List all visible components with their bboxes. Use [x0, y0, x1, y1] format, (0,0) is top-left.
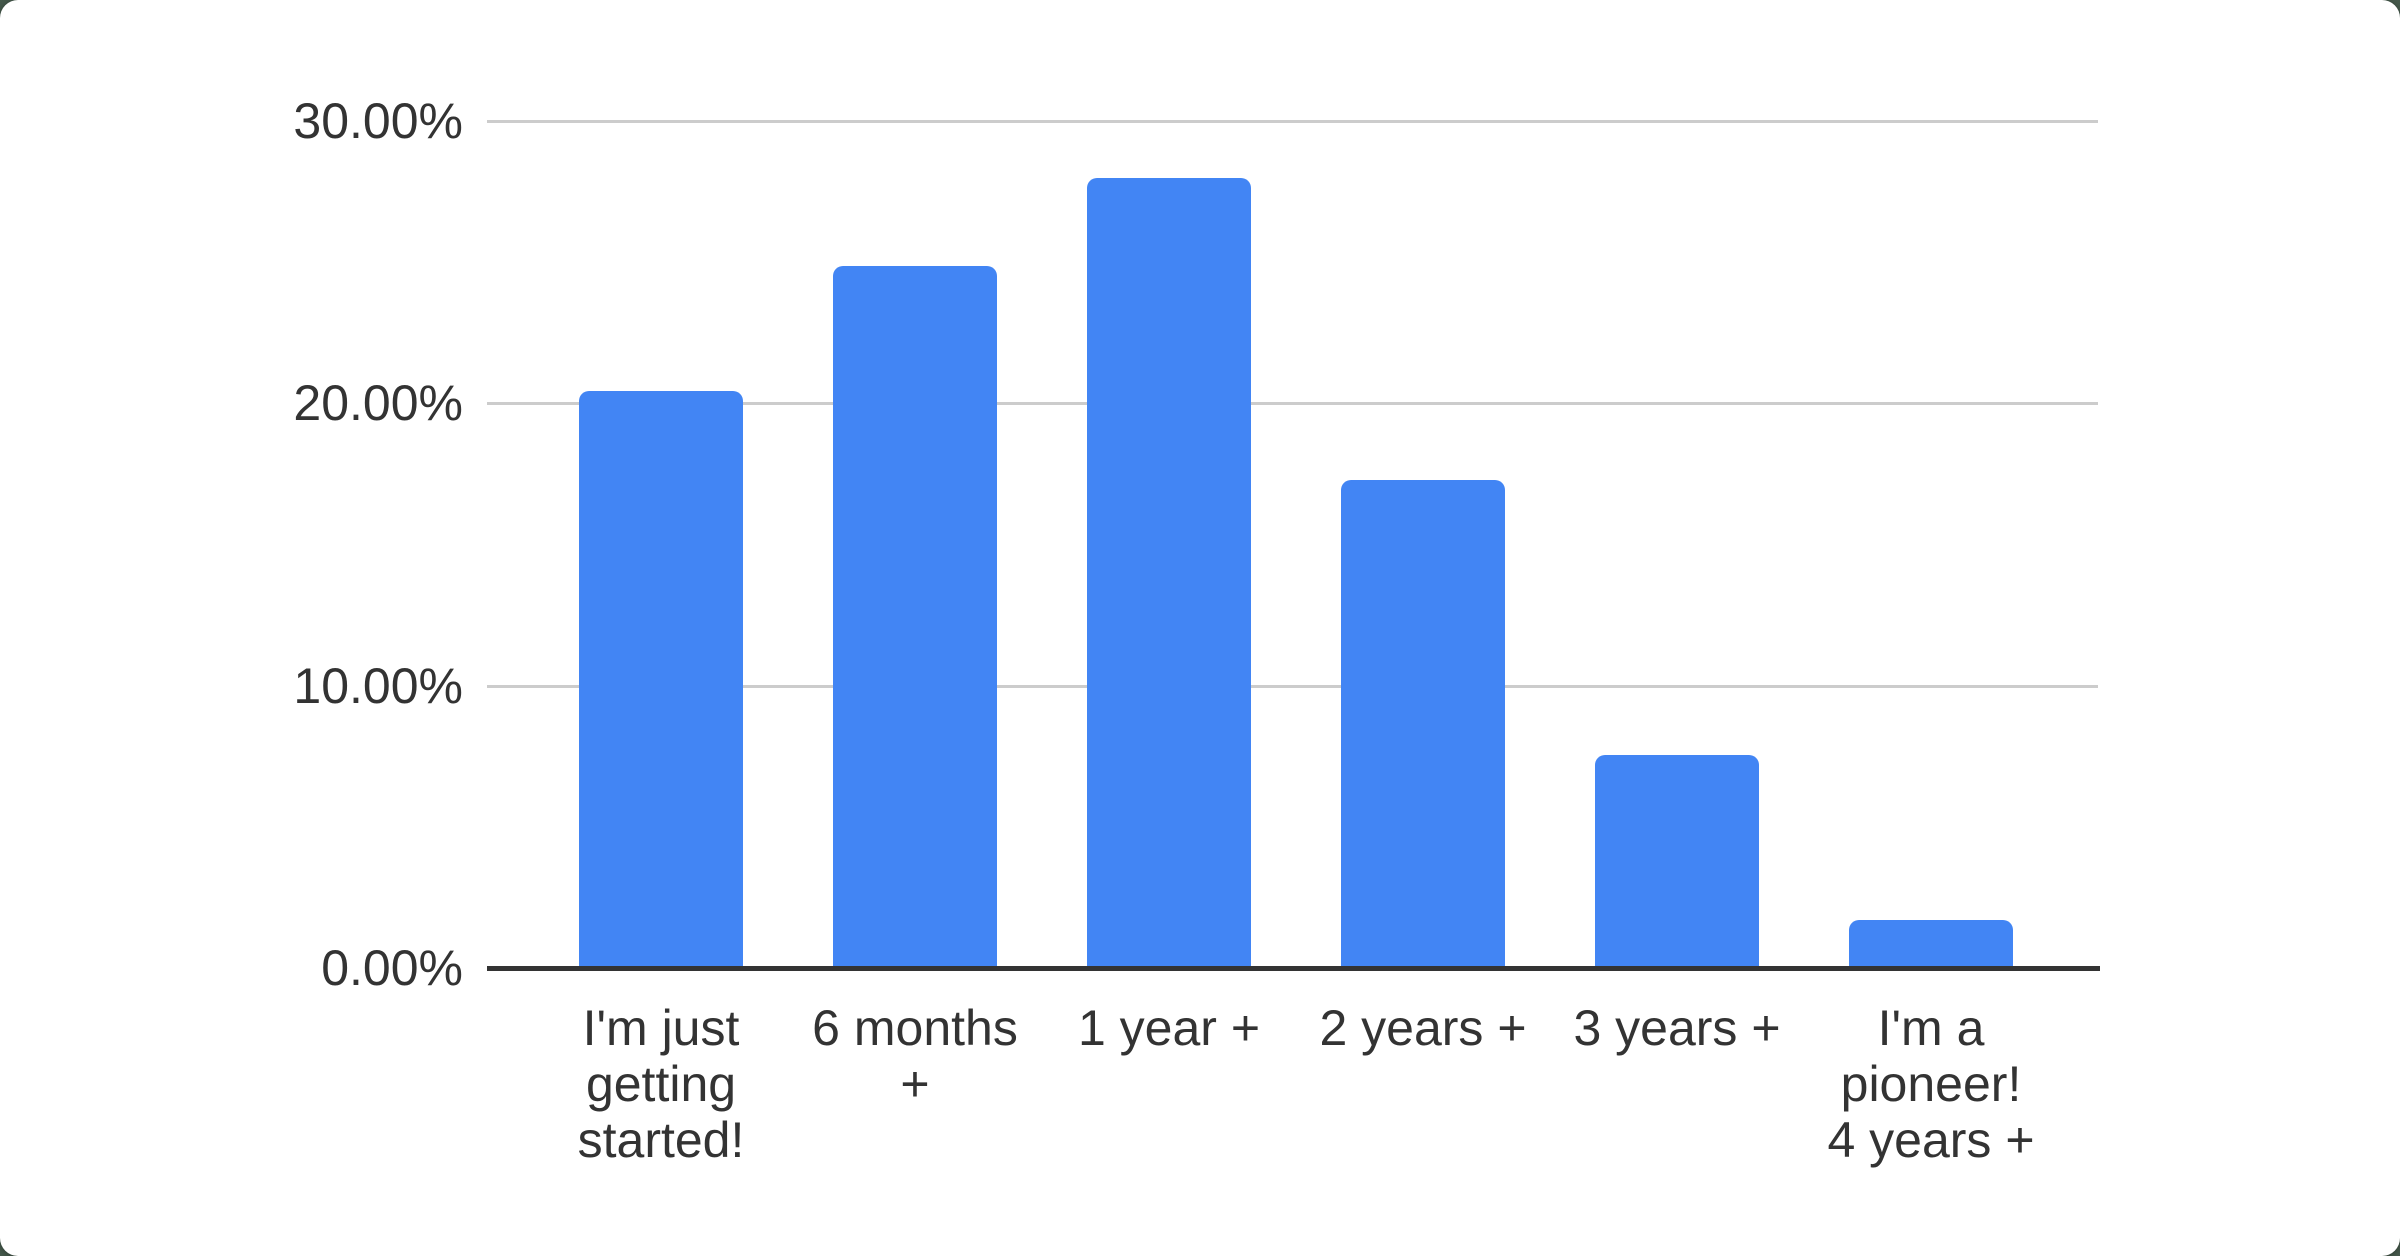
x-tick-label-line: 1 year +: [1077, 1000, 1261, 1056]
x-tick-label-6 months +: 6 months +: [775, 1000, 1055, 1112]
x-tick-label-2 years +: 2 years +: [1283, 1000, 1563, 1056]
x-tick-label-line: 4 years +: [1827, 1112, 2035, 1168]
x-tick-label-line: started!: [577, 1112, 745, 1168]
gridline-30.00%: [487, 120, 2098, 123]
bar-6 months +[interactable]: [833, 266, 997, 968]
y-tick-label-30.00%: 30.00%: [293, 93, 463, 149]
x-tick-label-line: 3 years +: [1573, 1000, 1781, 1056]
x-tick-label-line: 2 years +: [1319, 1000, 1527, 1056]
x-tick-label-line: I'm a: [1877, 1000, 1985, 1056]
x-tick-label-I'm a pioneer! 4 years +: I'm a pioneer! 4 years +: [1791, 1000, 2071, 1168]
gridline-20.00%: [487, 402, 2098, 406]
gridline-10.00%: [487, 684, 2098, 688]
x-tick-label-line: pioneer!: [1840, 1056, 2022, 1112]
x-axis-line: [487, 966, 2100, 971]
bar-2 years +[interactable]: [1341, 480, 1505, 968]
x-tick-label-line: I'm just: [582, 1000, 740, 1056]
bar-3 years +[interactable]: [1595, 755, 1759, 968]
bar-I'm just getting started![interactable]: [579, 391, 743, 968]
x-tick-label-line: +: [900, 1056, 930, 1112]
x-tick-label-I'm just getting started!: I'm just getting started!: [521, 1000, 801, 1168]
y-tick-label-20.00%: 20.00%: [293, 375, 463, 432]
plot-area: [487, 120, 2098, 968]
x-tick-label-line: getting: [585, 1056, 737, 1112]
x-tick-label-line: 6 months: [812, 1000, 1018, 1056]
y-tick-label-10.00%: 10.00%: [293, 657, 463, 714]
bar-I'm a pioneer! 4 years +[interactable]: [1849, 920, 2013, 968]
x-tick-label-3 years +: 3 years +: [1537, 1000, 1817, 1056]
bar-1 year +[interactable]: [1087, 178, 1251, 968]
y-tick-label-0.00%: 0.00%: [321, 940, 463, 996]
x-tick-label-1 year +: 1 year +: [1029, 1000, 1309, 1056]
